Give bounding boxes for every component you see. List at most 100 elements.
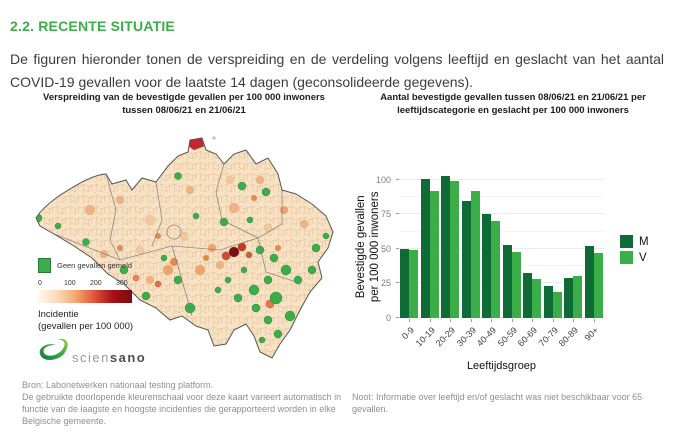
y-tick-mark	[396, 178, 399, 180]
scale-tick: 200	[90, 280, 102, 287]
bar-m-40-49	[482, 214, 492, 318]
y-tick-mark	[396, 282, 399, 284]
incidence-patches	[84, 175, 309, 285]
x-tick-mark	[429, 319, 431, 322]
map-figure-title: Verspreiding van de bevestigde gevallen …	[43, 92, 325, 116]
chart-note: Noot: Informatie over leeftijd en/of ges…	[352, 391, 678, 415]
bar-m-0-9	[400, 248, 410, 318]
section-heading: 2.2. RECENTE SITUATIE	[10, 17, 175, 34]
bar-group	[461, 190, 482, 318]
scale-tick: 300	[116, 280, 128, 287]
age-sex-bar-chart: Bevestigde gevallen per 100 000 inwoners…	[345, 135, 682, 377]
y-tick-mark	[396, 213, 399, 215]
x-tick-label: 20-29	[433, 325, 458, 349]
bar-group	[522, 273, 543, 318]
x-tick-label: 90+	[582, 325, 601, 343]
scale-tick: 100	[64, 280, 76, 287]
x-tick-label: 0-9	[400, 325, 417, 342]
bar-m-60-69	[523, 273, 533, 318]
y-tick-label: 25	[380, 278, 391, 289]
y-tick-mark	[396, 317, 399, 318]
enclave-dot	[212, 136, 216, 140]
bar-v-20-29	[450, 181, 460, 318]
bar-group	[399, 248, 420, 318]
x-tick-label: 10-19	[413, 325, 437, 349]
x-tick-mark	[532, 319, 534, 322]
x-tick-mark	[573, 319, 575, 322]
bar-m-70-79	[543, 285, 553, 318]
gridline-minor	[399, 230, 604, 232]
source-line: Bron: Labonetwerken nationaal testing pl…	[22, 380, 214, 390]
gridline-minor	[399, 299, 604, 301]
x-tick-mark	[552, 319, 554, 322]
legend-label-v: V	[639, 251, 647, 264]
legend-label-m: M	[639, 235, 649, 248]
x-tick-label: 70-79	[536, 325, 560, 349]
bar-v-90+	[593, 253, 603, 318]
hotspot-patches	[132, 138, 275, 309]
x-axis-title: Leeftijdsgroep	[466, 360, 537, 372]
gridline-minor	[399, 265, 604, 267]
incidence-scale-title: Incidentie (gevallen per 100 000)	[38, 309, 133, 334]
bar-m-30-39	[461, 201, 471, 318]
incidence-colorbar	[38, 290, 132, 303]
x-tick-label: 50-59	[495, 325, 519, 349]
bar-group	[420, 179, 441, 318]
chart-panel	[399, 173, 604, 318]
y-tick-label: 0	[385, 313, 391, 323]
bar-group	[481, 214, 502, 318]
incidence-scale-ticks: 0 100 200 300	[38, 280, 142, 287]
map-legend-no-cases: Geen gevallen gemeld	[38, 258, 132, 273]
legend-item-v: V	[620, 251, 649, 264]
bar-v-80-89	[573, 275, 583, 318]
y-tick-label: 100	[375, 174, 391, 185]
bar-m-20-29	[441, 175, 451, 318]
intro-paragraph: De figuren hieronder tonen de verspreidi…	[10, 51, 664, 90]
province-borders	[53, 163, 297, 317]
belgium-outline	[35, 137, 334, 359]
no-cases-swatch	[38, 258, 51, 273]
no-cases-label: Geen gevallen gemeld	[57, 261, 133, 270]
x-tick-mark	[470, 319, 472, 322]
bar-group	[584, 246, 605, 318]
y-tick-label: 50	[380, 243, 391, 254]
missing-data-note: Noot: Informatie over leeftijd en/of ges…	[352, 392, 643, 415]
y-tick-label: 75	[380, 209, 391, 220]
belgium-map-figure: Geen gevallen gemeld 0 100 200 300 Incident…	[24, 128, 342, 378]
belgium-choropleth-map	[35, 136, 334, 359]
bar-m-90+	[584, 246, 594, 318]
legend-item-m: M	[620, 235, 649, 248]
bar-m-50-59	[502, 244, 512, 318]
y-axis: 0 25 50 75 100	[355, 173, 399, 323]
gridline-minor	[399, 196, 604, 198]
bar-group	[440, 175, 461, 318]
x-tick-mark	[450, 319, 452, 322]
chart-figure-title: Aantal bevestigde gevallen tussen 08/06/…	[380, 92, 646, 116]
sciensano-leaf-icon	[39, 338, 68, 360]
bar-v-10-19	[429, 190, 439, 318]
x-tick-label: 60-69	[515, 325, 540, 349]
bar-v-30-39	[470, 190, 480, 318]
sciensano-logo: sciensano	[36, 336, 146, 364]
y-tick-mark	[396, 247, 399, 249]
x-tick-mark	[593, 319, 595, 322]
legend-swatch-m	[620, 235, 633, 248]
x-tick-mark	[511, 319, 513, 322]
scale-title-line2: (gevallen per 100 000)	[38, 321, 134, 333]
colorscale-note: De gebruikte doorlopende kleurenschaal v…	[22, 392, 342, 427]
gridline	[399, 247, 604, 249]
gridline	[399, 178, 604, 180]
bar-v-70-79	[552, 292, 562, 318]
bar-v-0-9	[409, 249, 419, 318]
x-tick-mark	[491, 319, 493, 322]
bar-group	[563, 275, 584, 318]
sciensano-wordmark: sciensano	[72, 350, 147, 365]
x-tick-label: 30-39	[454, 325, 478, 349]
bar-v-60-69	[532, 279, 542, 318]
x-tick-label: 40-49	[474, 325, 499, 349]
bar-m-80-89	[564, 277, 574, 318]
bar-v-50-59	[511, 251, 521, 318]
no-cases-patches	[36, 172, 330, 344]
bar-v-40-49	[491, 220, 501, 318]
